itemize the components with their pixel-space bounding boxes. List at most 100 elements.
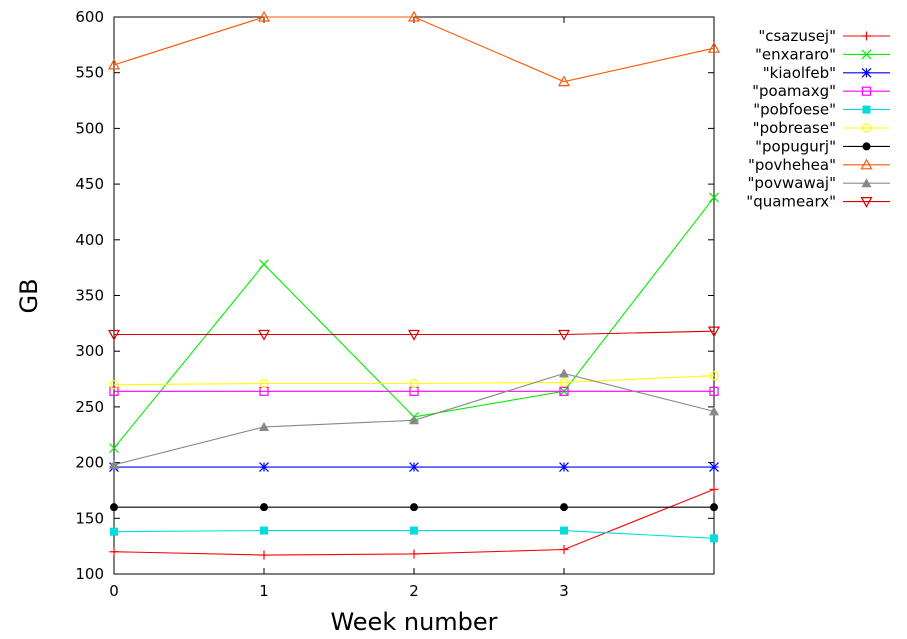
legend-entry: "popugurj" (755, 137, 890, 155)
data-point (110, 527, 118, 536)
legend: "csazusej""enxararo""kiaolfeb""poamaxg""… (746, 27, 890, 211)
y-tick-label: 400 (75, 231, 104, 249)
data-point (559, 377, 569, 387)
data-point (257, 329, 271, 341)
data-point (257, 10, 271, 22)
legend-label: "popugurj" (755, 137, 836, 155)
x-tick-label: 1 (259, 582, 269, 600)
series-group (109, 484, 719, 560)
data-point (407, 329, 421, 341)
data-point (707, 326, 721, 338)
series-group (109, 368, 719, 469)
data-point (709, 192, 719, 203)
data-point (709, 406, 719, 416)
legend-label: "pobfoese" (753, 101, 836, 119)
legend-entry: "kiaolfeb" (763, 64, 890, 82)
data-point (560, 526, 568, 535)
data-point (709, 462, 719, 472)
data-point (259, 421, 269, 431)
data-point (110, 503, 118, 512)
axis-ticks: 100 150 200 250 300 350 400 450 500 550 600 0 1 2 3 (75, 8, 714, 600)
data-point (107, 329, 121, 341)
data-point (109, 459, 119, 469)
data-point (861, 67, 872, 78)
legend-entry: "quamearx" (746, 193, 890, 211)
data-point (862, 105, 871, 114)
data-point (107, 58, 121, 70)
data-point (407, 10, 421, 22)
legend-label: "povwawaj" (748, 174, 836, 192)
data-point (559, 386, 569, 396)
data-point (109, 380, 119, 390)
data-point (559, 544, 569, 554)
legend-label: "kiaolfeb" (763, 64, 836, 82)
plot-frame (113, 16, 715, 575)
data-point (109, 386, 119, 396)
data-point (710, 534, 718, 543)
series-group (109, 371, 719, 390)
data-point (862, 31, 871, 41)
data-point (860, 158, 873, 170)
y-tick-label: 250 (75, 398, 104, 416)
series-group (107, 10, 721, 87)
data-point (707, 41, 721, 53)
data-point (259, 550, 269, 560)
legend-entry: "povwawaj" (748, 174, 890, 192)
legend-entry: "poamaxg" (752, 82, 890, 100)
data-point (409, 549, 419, 559)
data-point (559, 462, 569, 472)
data-point (560, 503, 568, 512)
x-tick-label: 2 (409, 582, 419, 600)
data-point (861, 123, 872, 133)
legend-entry: "pobfoese" (753, 101, 890, 119)
data-point (559, 368, 569, 378)
series-group (107, 326, 721, 341)
y-tick-label: 550 (75, 64, 104, 82)
legend-entry: "csazusej" (758, 27, 890, 45)
data-point (861, 49, 872, 60)
series-line (113, 16, 715, 83)
legend-label: "csazusej" (758, 27, 836, 45)
x-axis-title: Week number (330, 608, 497, 636)
legend-label: "quamearx" (746, 193, 836, 211)
data-point (260, 503, 268, 512)
y-tick-label: 600 (75, 8, 104, 26)
data-point (862, 142, 871, 151)
data-point (709, 371, 719, 381)
legend-entry: "povhehea" (748, 156, 890, 174)
y-tick-label: 450 (75, 175, 104, 193)
legend-label: "povhehea" (748, 156, 836, 174)
series-group (109, 192, 719, 454)
x-tick-label: 0 (109, 582, 119, 600)
series-line (113, 197, 715, 449)
series-group (110, 503, 718, 512)
data-point (709, 484, 719, 494)
data-point (259, 259, 269, 270)
y-tick-label: 100 (75, 565, 104, 583)
series-line (113, 488, 715, 556)
y-tick-label: 300 (75, 342, 104, 360)
data-point (409, 462, 419, 472)
legend-label: "pobrease" (753, 119, 836, 137)
data-point (861, 178, 872, 188)
series-group (109, 386, 719, 396)
data-point (861, 86, 872, 96)
legend-label: "poamaxg" (752, 82, 836, 100)
y-tick-label: 150 (75, 509, 104, 527)
data-point (410, 526, 418, 535)
y-tick-label: 200 (75, 454, 104, 472)
data-point (709, 386, 719, 396)
data-point (260, 526, 268, 535)
legend-entry: "enxararo" (755, 45, 890, 63)
y-tick-label: 350 (75, 287, 104, 305)
series-layer (107, 10, 721, 560)
y-axis-title: GB (15, 278, 43, 313)
data-point (109, 443, 119, 454)
data-point (259, 462, 269, 472)
data-point (259, 378, 269, 389)
legend-entry: "pobrease" (753, 119, 890, 137)
data-point (410, 503, 418, 512)
series-line (114, 330, 715, 336)
data-point (557, 329, 571, 341)
